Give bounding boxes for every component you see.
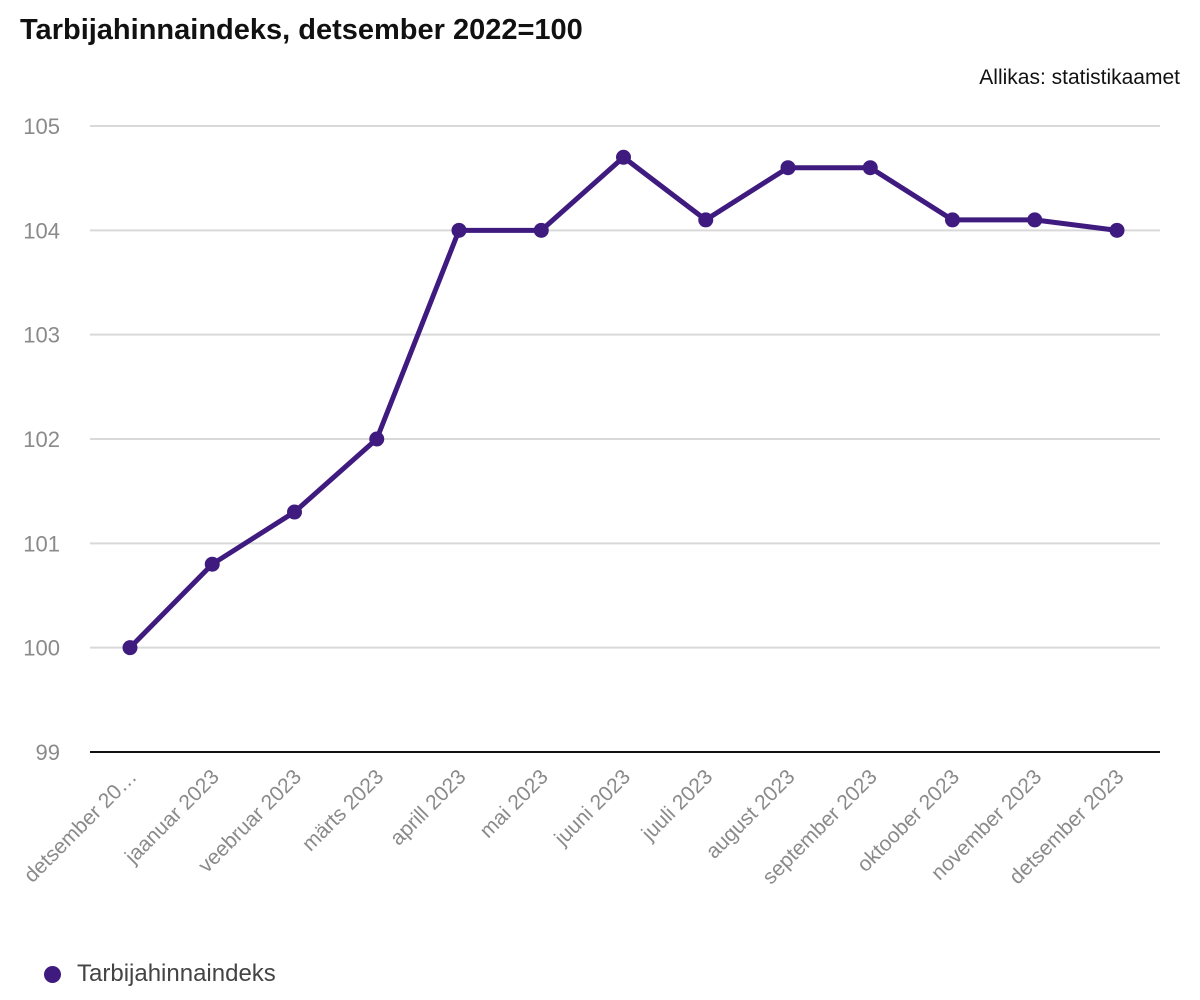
- x-tick-label: märts 2023: [298, 765, 389, 856]
- legend-swatch: [44, 965, 61, 983]
- y-axis: 99 100 101 102 103 104 105: [23, 114, 60, 765]
- legend: Tarbijahinnaindeks: [44, 960, 276, 988]
- x-tick-label: detsember 20…: [20, 765, 142, 887]
- grid-layer: [90, 125, 1160, 753]
- data-point: [122, 640, 138, 656]
- chart-title: Tarbijahinnaindeks, detsember 2022=100: [20, 14, 583, 46]
- line-chart: 99 100 101 102 103 104 105 detsember 20…jaanua…: [20, 114, 1160, 889]
- data-point: [698, 212, 714, 228]
- y-tick-label: 99: [36, 740, 60, 765]
- data-point: [369, 431, 385, 447]
- data-point: [287, 504, 302, 520]
- data-point: [204, 556, 220, 572]
- x-tick-label: juuni 2023: [550, 765, 636, 851]
- y-tick-label: 103: [23, 323, 60, 348]
- series-layer: [122, 149, 1125, 656]
- x-tick-label: mai 2023: [475, 765, 552, 842]
- data-point: [451, 222, 467, 238]
- y-tick-label: 100: [23, 636, 60, 661]
- legend-label: Tarbijahinnaindeks: [77, 960, 276, 987]
- data-point: [1027, 212, 1043, 228]
- data-point: [945, 212, 960, 228]
- data-point: [780, 160, 796, 176]
- y-tick-label: 102: [23, 427, 60, 452]
- data-point: [616, 149, 631, 165]
- y-tick-label: 101: [23, 531, 60, 556]
- x-tick-label: juuli 2023: [637, 765, 718, 846]
- data-point: [533, 222, 549, 238]
- chart-source: Allikas: statistikaamet: [979, 66, 1180, 89]
- x-tick-label: aprill 2023: [386, 765, 471, 850]
- data-point: [1109, 222, 1125, 238]
- y-tick-label: 104: [23, 218, 60, 243]
- y-tick-label: 105: [23, 114, 60, 139]
- data-point: [862, 160, 878, 176]
